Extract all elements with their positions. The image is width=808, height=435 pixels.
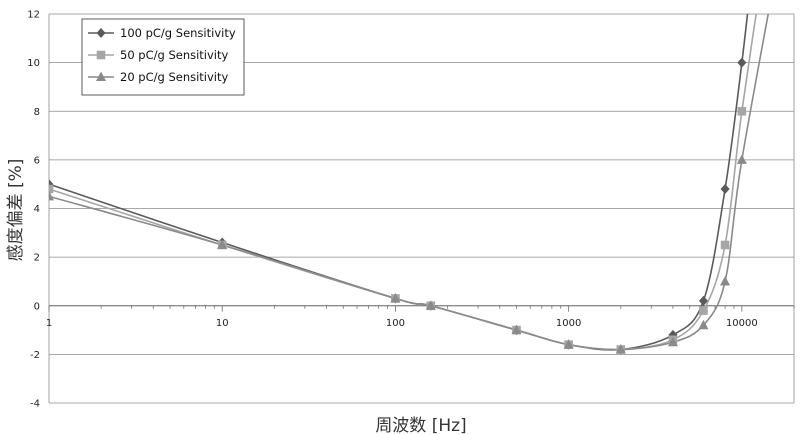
legend: 100 pC/g Sensitivity 50 pC/g Sensitivity 2… [82,19,244,95]
x-tick-label: 1000 [556,318,581,329]
y-tick-label: 0 [34,301,40,312]
y-tick-label: 8 [34,107,40,118]
legend-label-2: 50 pC/g Sensitivity [120,48,229,62]
legend-marker-2 [97,51,106,60]
y-tick-label: 12 [27,10,40,21]
y-axis-title: 感度偏差 [%] [6,159,26,262]
x-tick-label: 1 [46,318,52,329]
y-tick-label: 6 [34,155,40,166]
x-tick-label: 10000 [726,318,758,329]
y-tick-label: -2 [30,350,40,361]
x-axis-title: 周波数 [Hz] [375,416,466,435]
data-point-s2 [721,241,730,250]
data-point-s2 [699,306,708,315]
y-tick-label: -4 [30,399,40,410]
x-tick-label: 100 [386,318,405,329]
y-tick-label: 10 [27,58,40,69]
data-point-s2 [738,107,747,116]
x-tick-label: 10 [216,318,229,329]
legend-label-3: 20 pC/g Sensitivity [120,70,229,84]
legend-label-1: 100 pC/g Sensitivity [120,26,236,40]
y-tick-label: 2 [34,253,40,264]
y-tick-label: 4 [34,204,40,215]
